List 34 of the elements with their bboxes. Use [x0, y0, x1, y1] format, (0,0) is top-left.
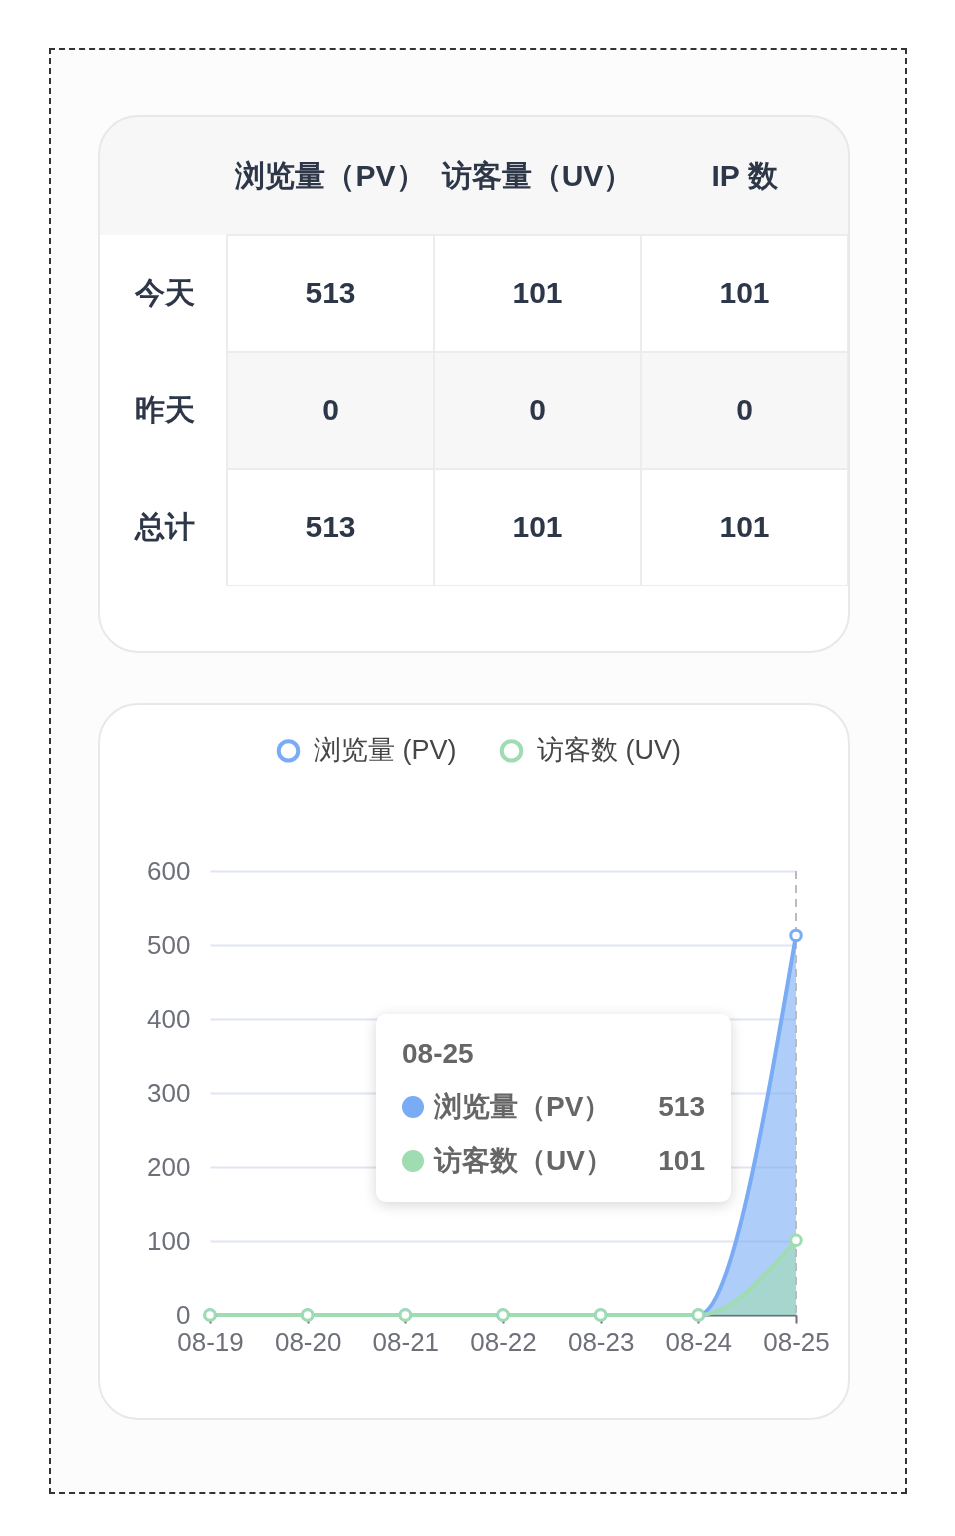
- y-tick-label: 500: [147, 929, 191, 960]
- annotation: 08-25: [402, 1037, 474, 1071]
- x-tick-label: 08-21: [372, 1326, 440, 1357]
- y-tick-label: 300: [147, 1077, 191, 1108]
- x-tick-label: IP 数: [711, 158, 779, 192]
- x-tick-label: 访客量（UV）: [440, 158, 634, 192]
- y-tick-label: 100: [147, 1225, 191, 1256]
- data-label: 101: [512, 509, 563, 543]
- data-label: 513: [305, 509, 356, 543]
- data-label: 513: [305, 275, 356, 309]
- x-tick-label: 08-22: [470, 1326, 537, 1357]
- x-tick-label: 浏览量（PV）: [234, 158, 426, 192]
- annotation: 101: [658, 1144, 705, 1178]
- y-tick-label: 总计: [133, 509, 195, 543]
- annotation: 访客数（UV）: [434, 1144, 613, 1178]
- legend-label: 访客数 (UV): [537, 734, 681, 765]
- data-label: 101: [719, 275, 770, 309]
- legend-label: 浏览量 (PV): [314, 734, 457, 765]
- data-label: 101: [719, 509, 770, 543]
- annotation: 浏览量（PV）: [434, 1090, 612, 1124]
- data-label: 0: [736, 392, 753, 426]
- y-tick-label: 今天: [133, 275, 195, 309]
- x-tick-label: 08-23: [567, 1326, 635, 1357]
- data-label: 0: [322, 392, 339, 426]
- y-tick-label: 昨天: [134, 392, 195, 426]
- x-tick-label: 08-25: [763, 1326, 830, 1357]
- x-tick-label: 08-24: [665, 1326, 733, 1357]
- data-label: 101: [512, 275, 563, 309]
- data-label: 0: [529, 392, 546, 426]
- annotation: 513: [658, 1090, 705, 1124]
- y-tick-label: 200: [147, 1151, 191, 1182]
- x-tick-label: 08-20: [274, 1326, 342, 1357]
- y-tick-label: 600: [147, 855, 191, 886]
- y-tick-label: 400: [147, 1003, 191, 1034]
